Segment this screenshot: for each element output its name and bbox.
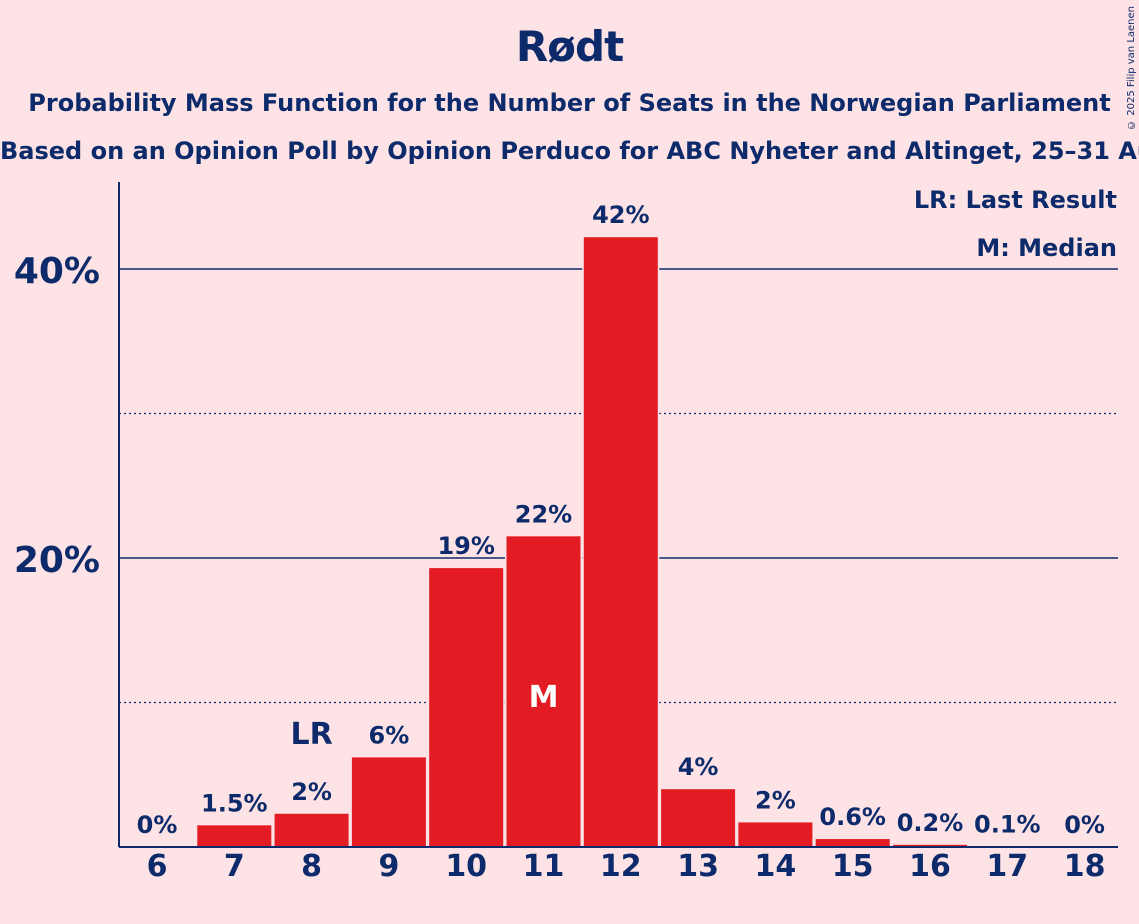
bar	[274, 813, 349, 847]
bar-value-label: 6%	[369, 721, 410, 749]
bar-value-label: 0%	[1064, 811, 1105, 839]
bar	[429, 568, 504, 847]
bar-value-label: 2%	[755, 786, 796, 814]
y-tick-label: 40%	[14, 251, 100, 292]
x-tick-label: 17	[986, 849, 1028, 884]
bar-value-label: 22%	[515, 500, 572, 528]
bar	[815, 839, 890, 847]
last-result-marker: LR	[290, 717, 332, 752]
legend-last-result: LR: Last Result	[913, 186, 1117, 214]
bar-value-label: 0.1%	[974, 810, 1041, 838]
y-tick-label: 20%	[14, 540, 100, 581]
bar-value-label: 0%	[137, 811, 178, 839]
bar-value-label: 2%	[291, 778, 332, 806]
bar	[738, 822, 813, 847]
bar	[583, 237, 658, 847]
x-tick-label: 7	[224, 849, 245, 884]
bar-value-label: 4%	[678, 753, 719, 781]
x-tick-label: 12	[600, 849, 642, 884]
bar	[893, 844, 967, 847]
bar-value-label: 42%	[592, 201, 649, 229]
bar	[661, 789, 736, 847]
bar-value-label: 1.5%	[201, 789, 268, 817]
bar	[506, 536, 581, 847]
x-tick-label: 9	[378, 849, 399, 884]
median-marker: M	[529, 680, 559, 715]
x-tick-label: 14	[755, 849, 797, 884]
legend-median: M: Median	[976, 234, 1117, 262]
bar	[351, 757, 426, 847]
bar	[197, 825, 272, 847]
chart-subtitle: Probability Mass Function for the Number…	[28, 89, 1111, 117]
bar-value-label: 19%	[437, 532, 494, 560]
x-tick-label: 13	[677, 849, 719, 884]
x-tick-label: 15	[832, 849, 874, 884]
x-tick-label: 10	[445, 849, 487, 884]
chart-title: Rødt	[515, 22, 624, 71]
x-tick-label: 6	[147, 849, 168, 884]
x-tick-label: 8	[301, 849, 322, 884]
bar-value-label: 0.2%	[897, 809, 964, 837]
x-tick-label: 16	[909, 849, 951, 884]
bar-value-label: 0.6%	[819, 803, 886, 831]
x-tick-label: 18	[1064, 849, 1106, 884]
chart-source: Based on an Opinion Poll by Opinion Perd…	[0, 137, 1139, 165]
x-tick-label: 11	[523, 849, 565, 884]
